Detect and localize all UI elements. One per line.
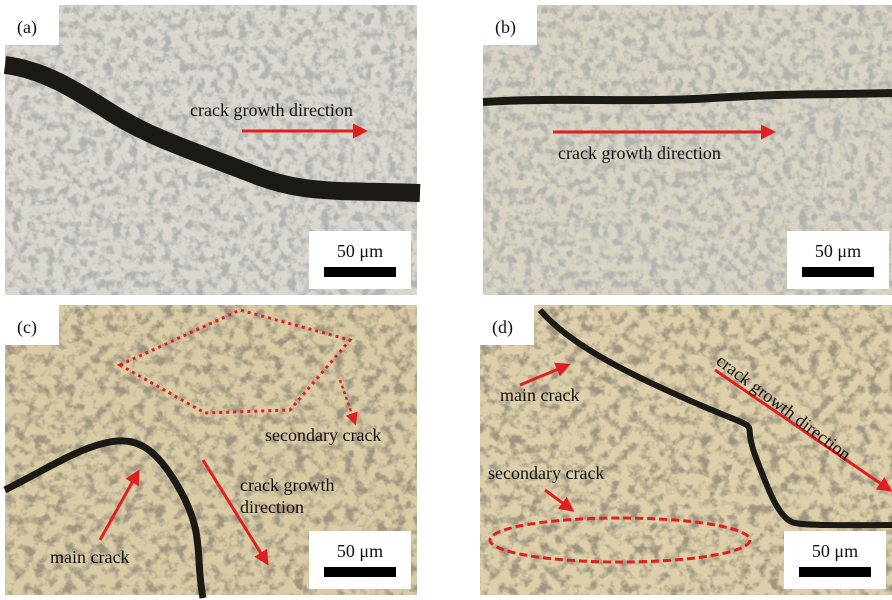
scale-bar [802,267,874,277]
scale-bar [324,567,396,577]
annotation: secondary crack [265,425,381,445]
panel-label: (d) [492,317,513,338]
panel: crack growth direction (a) 50 μm [5,5,420,295]
panel-label: (b) [495,17,516,38]
panel-label: (c) [17,317,37,338]
annotation: crack growth direction [558,143,721,163]
scale-label: 50 μm [337,241,383,261]
annotation: crack growth direction [190,100,353,120]
scale-bar [324,267,396,277]
panel-label: (a) [17,17,37,38]
annotation: secondary crack [488,463,604,483]
annotation: main crack [500,385,579,405]
annotation: crack growth [240,475,334,495]
figure: crack growth direction(a)50 μmcrack grow… [0,0,892,600]
annotation: main crack [50,547,129,567]
scale-bar [799,567,871,577]
panel: crack growth direction (b) 50 μm [483,5,892,295]
scale-label: 50 μm [337,541,383,561]
scale-label: 50 μm [815,241,861,261]
scale-label: 50 μm [812,541,858,561]
annotation: direction [240,497,304,517]
